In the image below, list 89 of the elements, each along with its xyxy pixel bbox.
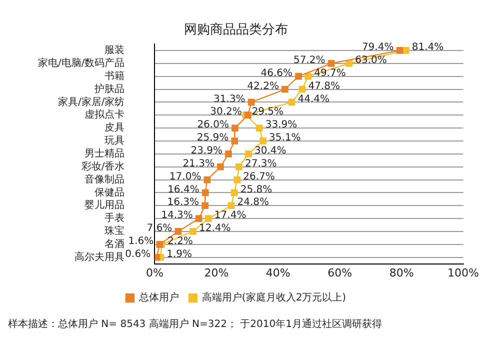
x-tick-label: 0% [146, 266, 164, 280]
y-tick-label: 高尔夫用具 [74, 250, 125, 263]
y-tick-label: 彩妆/香水 [81, 160, 125, 172]
point [245, 150, 252, 158]
data-label: 17.4% [214, 210, 246, 222]
data-label: 33.9% [265, 120, 298, 131]
data-label: 2.2% [168, 236, 193, 247]
data-label: 81.4% [412, 42, 444, 54]
point [230, 189, 238, 196]
point [154, 254, 160, 261]
x-tick-label: 40% [266, 266, 290, 280]
data-label: 26.7% [243, 171, 275, 182]
point [248, 98, 255, 106]
y-tick-label: 婴儿用品 [84, 199, 125, 212]
y-tick-label: 名酒 [104, 238, 125, 250]
x-tick-label: 80% [389, 266, 414, 280]
point [174, 228, 182, 235]
data-label: 79.4% [362, 42, 394, 54]
point [282, 86, 288, 93]
point [402, 47, 410, 54]
data-label: 35.1% [269, 132, 301, 144]
data-label: 27.3% [244, 158, 277, 170]
y-tick-label: 护肤品 [94, 82, 125, 95]
data-label: 31.3% [214, 94, 246, 105]
data-label: 29.5% [252, 106, 284, 118]
point [396, 47, 404, 54]
x-tick-label: 60% [328, 266, 352, 280]
y-tick-label: 虚拟点卡 [84, 108, 125, 121]
y-tick-label: 手表 [104, 212, 125, 224]
y-tick-label: 家具/家居/家纺 [58, 96, 125, 108]
point [225, 150, 232, 158]
point [288, 98, 296, 106]
y-tick-label: 音像制品 [84, 173, 125, 186]
data-label: 49.7% [314, 68, 346, 79]
x-tick-label: 20% [204, 266, 229, 280]
point [202, 189, 209, 196]
data-label: 30.2% [210, 106, 242, 118]
y-tick-label: 家电/电脑/数码产品 [38, 56, 125, 69]
legend-label: 高端用户(家庭月收入2万元以上) [202, 292, 346, 304]
point [190, 228, 196, 235]
y-tick-label: 男士精品 [84, 147, 125, 160]
data-label: 30.4% [254, 145, 286, 156]
point [298, 86, 306, 93]
y-tick-label: 服装 [104, 44, 125, 56]
data-label: 47.8% [308, 80, 340, 92]
data-label: 14.3% [161, 210, 193, 222]
y-tick-label: 玩具 [104, 136, 125, 147]
point [295, 72, 302, 80]
point [328, 60, 335, 67]
data-label: 26.0% [197, 120, 229, 131]
data-label: 44.4% [298, 94, 330, 105]
point [232, 124, 238, 132]
chart-title: 网购商品品类分布 [184, 22, 288, 38]
point [204, 176, 211, 184]
point [256, 124, 263, 132]
data-label: 63.0% [355, 54, 387, 66]
data-label: 25.8% [240, 184, 272, 196]
data-label: 42.2% [247, 80, 279, 92]
point [234, 176, 241, 184]
point [228, 202, 235, 210]
point [304, 72, 312, 80]
y-tick-label: 书籍 [104, 70, 125, 82]
data-label: 25.9% [196, 132, 229, 144]
point [204, 215, 212, 222]
point [236, 163, 242, 170]
text: 样本描述：总体用户 N= 8543 高端用户 N=322； 于2010年1月通过社区调研获得 [8, 318, 383, 331]
data-label: 1.9% [166, 248, 192, 260]
data-label: 23.9% [190, 145, 222, 156]
y-tick-label: 保健品 [94, 187, 125, 198]
data-label: 46.6% [260, 68, 293, 79]
data-label: 1.6% [128, 236, 154, 247]
point [346, 60, 353, 67]
x-tick-label: 100% [448, 266, 480, 280]
data-label: 21.3% [182, 158, 214, 170]
point [260, 138, 266, 144]
data-label: 0.6% [125, 248, 151, 260]
data-label: 57.2% [293, 54, 326, 66]
point [202, 202, 208, 210]
y-tick-label: 珠宝 [104, 225, 125, 238]
data-label: 17.0% [169, 171, 202, 182]
data-label: 12.4% [198, 223, 231, 234]
y-tick-label: 皮具 [104, 122, 125, 134]
data-label: 16.3% [167, 197, 200, 208]
point [231, 138, 238, 144]
point [195, 215, 202, 222]
point [217, 163, 224, 170]
legend-label: 总体用户 [138, 292, 179, 304]
data-label: 16.4% [168, 184, 200, 196]
data-label: 24.8% [237, 197, 270, 208]
